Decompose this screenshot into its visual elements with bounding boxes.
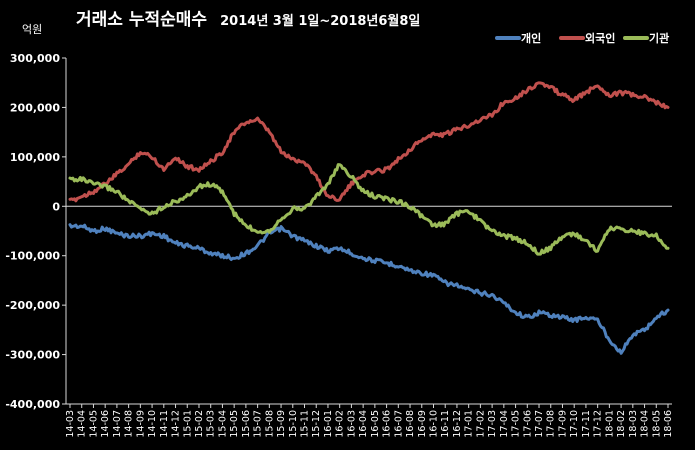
x-tick-label: 18-03 <box>628 410 639 438</box>
x-tick-label: 15-03 <box>206 410 217 438</box>
x-tick-label: 15-08 <box>264 410 275 438</box>
x-tick-label: 14-08 <box>124 410 135 438</box>
x-tick-label: 16-06 <box>382 410 393 438</box>
x-tick-label: 16-12 <box>452 410 463 438</box>
y-tick-label: -400,000 <box>5 398 60 411</box>
x-tick-label: 17-11 <box>581 410 592 438</box>
x-tick-label: 14-06 <box>100 410 111 438</box>
x-tick-label: 15-02 <box>194 410 205 438</box>
x-tick-label: 16-05 <box>370 410 381 438</box>
x-tick-label: 18-05 <box>651 410 662 438</box>
x-tick-label: 15-07 <box>253 410 264 438</box>
x-tick-label: 15-10 <box>288 410 299 438</box>
x-axis: 14-03 14-04 14-05 14-06 14-07 14-08 14-09 14-10… <box>65 404 674 438</box>
y-axis: -400,000 -300,000 -200,000 -100,000 0 100,000… <box>5 52 66 411</box>
x-tick-label: 14-09 <box>135 410 146 438</box>
x-tick-label: 17-05 <box>511 410 522 438</box>
x-tick-label: 14-03 <box>65 410 76 438</box>
y-tick-label: 200,000 <box>10 101 60 114</box>
x-tick-label: 16-10 <box>428 410 439 438</box>
series-line-3 <box>68 163 670 256</box>
x-tick-label: 18-01 <box>604 410 615 438</box>
y-axis-unit-label: 억원 <box>22 23 42 36</box>
x-tick-label: 14-04 <box>77 410 88 438</box>
y-tick-label: -300,000 <box>5 349 60 362</box>
x-tick-label: 16-02 <box>335 410 346 438</box>
chart-title: 거래소 누적순매수 2014년 3월 1일~2018년6월8일 <box>76 10 420 30</box>
chart-title-date-range: 2014년 3월 1일~2018년6월8일 <box>220 13 420 29</box>
x-tick-label: 18-06 <box>663 410 674 438</box>
x-tick-label: 16-11 <box>440 410 451 438</box>
x-tick-label: 16-08 <box>405 410 416 438</box>
legend-label: 개인 <box>521 31 541 45</box>
x-tick-label: 17-02 <box>475 410 486 438</box>
x-tick-label: 16-01 <box>323 410 334 438</box>
legend-label: 기관 <box>649 31 669 45</box>
legend-label: 외국인 <box>585 31 615 45</box>
y-tick-label: 100,000 <box>10 151 60 164</box>
x-tick-label: 17-10 <box>569 410 580 438</box>
x-tick-label: 17-06 <box>522 410 533 438</box>
x-tick-label: 18-04 <box>640 410 651 438</box>
x-tick-label: 15-04 <box>217 410 228 438</box>
y-tick-label: -100,000 <box>5 250 60 263</box>
x-tick-label: 14-10 <box>147 410 158 438</box>
x-tick-label: 14-05 <box>88 410 99 438</box>
x-tick-label: 14-07 <box>112 410 123 438</box>
y-tick-label: 0 <box>52 200 60 213</box>
x-tick-label: 16-07 <box>393 410 404 438</box>
x-tick-label: 17-01 <box>464 410 475 438</box>
x-tick-label: 15-06 <box>241 410 252 438</box>
x-tick-label: 16-09 <box>417 410 428 438</box>
legend: 개인 외국인 기관 <box>495 31 669 45</box>
y-tick-label: 300,000 <box>10 52 60 65</box>
x-tick-label: 16-04 <box>358 410 369 438</box>
y-tick-label: -200,000 <box>5 299 60 312</box>
x-tick-label: 15-05 <box>229 410 240 438</box>
x-tick-label: 16-03 <box>346 410 357 438</box>
x-tick-label: 14-11 <box>159 410 170 438</box>
x-tick-label: 17-09 <box>557 410 568 438</box>
x-tick-label: 15-11 <box>300 410 311 438</box>
x-tick-label: 18-02 <box>616 410 627 438</box>
x-tick-label: 14-12 <box>171 410 182 438</box>
x-tick-label: 15-01 <box>182 410 193 438</box>
x-tick-label: 17-04 <box>499 410 510 438</box>
x-tick-label: 17-07 <box>534 410 545 438</box>
x-tick-label: 17-12 <box>593 410 604 438</box>
x-tick-label: 15-09 <box>276 410 287 438</box>
series-line-1 <box>68 223 670 355</box>
x-tick-label: 17-03 <box>487 410 498 438</box>
x-tick-label: 15-12 <box>311 410 322 438</box>
chart-title-main: 거래소 누적순매수 <box>76 10 207 30</box>
series-line-2 <box>68 81 670 203</box>
x-tick-label: 17-08 <box>546 410 557 438</box>
series-lines <box>68 81 670 355</box>
